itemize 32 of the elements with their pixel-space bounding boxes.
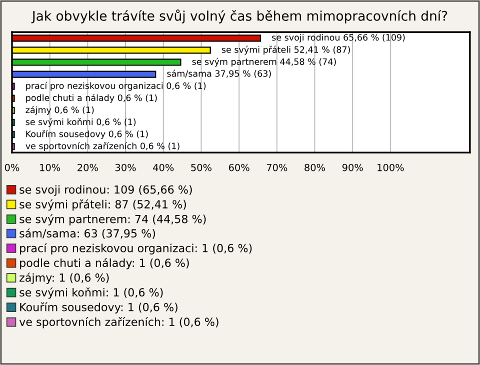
x-tick-label: 20%	[78, 164, 98, 172]
legend-label: se svoji rodinou: 109 (65,66 %)	[20, 185, 192, 196]
data-label: podle chuti a nálady 0,6 % (1)	[26, 94, 157, 103]
data-label: se svými přáteli 52,41 % (87)	[222, 46, 350, 55]
legend-label: sám/sama: 63 (37,95 %)	[20, 228, 156, 239]
chart-title: Jak obvykle trávíte svůj volný čas během mimopracovních dní?	[31, 9, 448, 24]
data-label: Kouřím sousedovy 0,6 % (1)	[26, 130, 148, 139]
legend-label: se svým partnerem: 74 (44,58 %)	[20, 214, 206, 226]
x-tick-label: 100%	[378, 164, 404, 172]
legend-label: prací pro neziskovou organizaci: 1 (0,6 %)	[20, 243, 252, 254]
legend-label: ve sportovních zařízeních: 1 (0,6 %)	[19, 317, 218, 328]
data-label: prací pro neziskovou organizaci 0,6 % (1)	[26, 82, 206, 91]
data-label: se svoji rodinou 65,66 % (109)	[272, 34, 405, 42]
data-label: se svými koňmi 0,6 % (1)	[26, 118, 136, 127]
x-tick-label: 90%	[342, 164, 363, 172]
x-tick-label: 80%	[304, 164, 326, 172]
legend-label: se svými přáteli: 87 (52,41 %)	[20, 199, 186, 211]
x-tick-label: 50%	[191, 164, 212, 172]
x-tick-label: 30%	[115, 164, 136, 172]
x-tick-label: 40%	[153, 164, 174, 172]
data-label: zájmy 0,6 % (1)	[26, 106, 94, 115]
data-label: se svým partnerem 44,58 % (74)	[192, 58, 336, 67]
data-label: sám/sama 37,95 % (63)	[167, 70, 271, 78]
x-tick-label: 10%	[40, 164, 60, 172]
legend-label: se svými koňmi: 1 (0,6 %)	[20, 288, 163, 299]
x-tick-label: 60%	[228, 164, 250, 172]
legend-label: zájmy: 1 (0,6 %)	[20, 272, 109, 284]
legend-label: podle chuti a nálady: 1 (0,6 %)	[20, 258, 189, 270]
data-label: ve sportovních zařízeních 0,6 % (1)	[26, 142, 180, 151]
x-tick-label: 0%	[4, 164, 20, 172]
x-tick-label: 70%	[266, 164, 288, 172]
legend-label: Kouřím sousedovy: 1 (0,6 %)	[20, 302, 178, 314]
